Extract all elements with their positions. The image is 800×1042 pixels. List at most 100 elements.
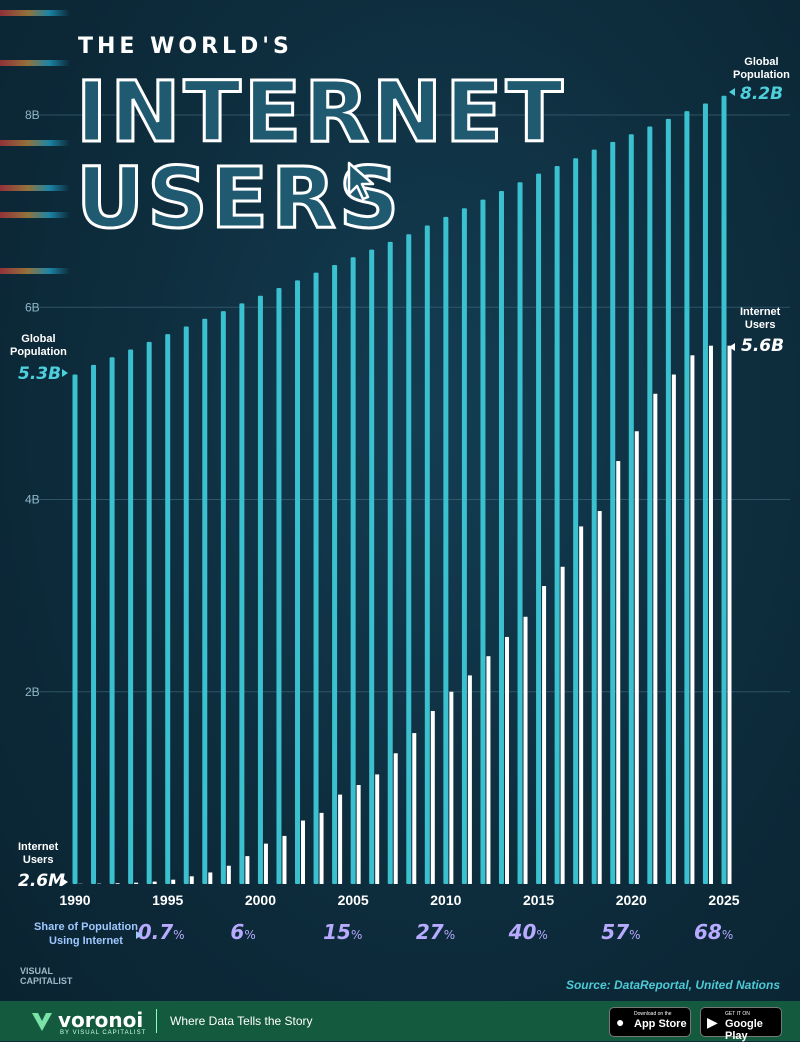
- share-unit: %: [351, 928, 362, 942]
- share-value: 57%: [601, 920, 640, 944]
- users-bar: [672, 375, 676, 884]
- x-tick-label: 1990: [59, 892, 90, 908]
- population-bar: [239, 303, 244, 884]
- population-bar: [443, 217, 448, 884]
- users-bar: [264, 844, 268, 884]
- users-bar: [486, 656, 490, 884]
- users-bar: [320, 813, 324, 884]
- users-bar: [153, 882, 157, 884]
- population-bar: [480, 200, 485, 884]
- population-bar: [684, 111, 689, 884]
- users-bar: [375, 774, 379, 884]
- population-bar: [388, 242, 393, 884]
- share-unit: %: [722, 928, 733, 942]
- x-tick-label: 2020: [616, 892, 647, 908]
- tagline: Where Data Tells the Story: [170, 1014, 313, 1028]
- population-bar: [518, 182, 523, 884]
- y-tick-label: 8B: [25, 108, 40, 122]
- population-bar: [573, 158, 578, 884]
- y-tick-label: 6B: [25, 300, 40, 314]
- population-bar: [703, 103, 708, 884]
- population-bar: [555, 166, 560, 884]
- users-bar: [505, 637, 509, 884]
- share-number: 15: [323, 920, 351, 944]
- population-bar: [351, 257, 356, 884]
- global-population-start-caption: Global Population: [10, 333, 67, 359]
- brand-name: voronoi: [58, 1008, 143, 1032]
- share-number: 40: [509, 920, 537, 944]
- users-bar: [653, 394, 657, 884]
- users-bar: [245, 856, 249, 884]
- users-bar: [690, 355, 694, 884]
- population-bar: [91, 365, 96, 884]
- users-bar: [524, 617, 528, 884]
- users-bar: [579, 526, 583, 884]
- share-value: 27%: [416, 920, 455, 944]
- users-bar: [357, 785, 361, 884]
- population-bar: [666, 119, 671, 884]
- share-unit: %: [629, 928, 640, 942]
- population-bar: [276, 288, 281, 884]
- users-bar: [709, 346, 713, 884]
- internet-users-end-value: 5.6B: [741, 336, 784, 356]
- source: Source: DataReportal, United Nations: [566, 978, 780, 992]
- users-bar: [561, 567, 565, 884]
- x-tick-label: 2015: [523, 892, 554, 908]
- population-bar: [258, 296, 263, 884]
- share-number: 6: [230, 920, 244, 944]
- title-line-1: INTERNET: [76, 70, 566, 154]
- users-bar: [338, 795, 342, 884]
- population-bar: [369, 250, 374, 884]
- users-bar: [190, 876, 194, 884]
- share-unit: %: [536, 928, 547, 942]
- global-population-end-caption: Global Population: [733, 56, 790, 82]
- population-bar: [221, 311, 226, 884]
- population-bar: [332, 265, 337, 884]
- users-bar: [412, 733, 416, 884]
- global-population-end-value: 8.2B: [740, 84, 783, 104]
- users-bar: [301, 821, 305, 884]
- users-bar: [227, 866, 231, 884]
- share-value: 40%: [509, 920, 548, 944]
- users-bar: [616, 461, 620, 884]
- population-bar: [722, 96, 727, 884]
- google-play-button[interactable]: ▶ GET IT ON Google Play: [700, 1007, 782, 1037]
- arrow-pop-start: [62, 369, 68, 377]
- population-bar: [128, 350, 133, 884]
- app-store-button[interactable]: ● Download on the App Store: [609, 1007, 691, 1037]
- share-number: 27: [416, 920, 444, 944]
- cursor-icon: [346, 160, 376, 202]
- population-bar: [610, 142, 615, 884]
- brand-sub: BY VISUAL CAPITALIST: [60, 1030, 146, 1036]
- voronoi-logo-icon: [30, 1009, 54, 1033]
- footer: voronoi BY VISUAL CAPITALIST Where Data …: [0, 1001, 800, 1041]
- share-number: 57: [601, 920, 629, 944]
- population-bar: [629, 134, 634, 884]
- google-play-small: GET IT ON: [725, 1011, 750, 1017]
- x-tick-label: 2025: [708, 892, 739, 908]
- share-unit: %: [244, 928, 255, 942]
- users-bar: [116, 883, 120, 884]
- users-bar: [431, 711, 435, 884]
- population-bar: [536, 174, 541, 884]
- population-bar: [425, 226, 430, 884]
- global-population-start-value: 5.3B: [18, 364, 61, 384]
- population-bar: [592, 150, 597, 884]
- users-bar: [728, 346, 732, 884]
- population-bar: [462, 208, 467, 884]
- play-icon: ▶: [707, 1014, 718, 1031]
- x-tick-label: 1995: [152, 892, 183, 908]
- internet-users-start-caption: Internet Users: [18, 841, 58, 867]
- users-bar: [394, 753, 398, 884]
- share-number: 68: [694, 920, 722, 944]
- divider: [156, 1009, 157, 1033]
- population-bar: [184, 326, 189, 884]
- population-bar: [110, 357, 115, 884]
- share-arrow-icon: [136, 931, 142, 939]
- share-value: 6%: [230, 920, 255, 944]
- x-tick-label: 2010: [430, 892, 461, 908]
- app-store-small: Download on the: [634, 1011, 672, 1017]
- users-bar: [282, 836, 286, 884]
- y-tick-label: 4B: [25, 493, 40, 507]
- internet-users-start-value: 2.6M: [18, 871, 65, 891]
